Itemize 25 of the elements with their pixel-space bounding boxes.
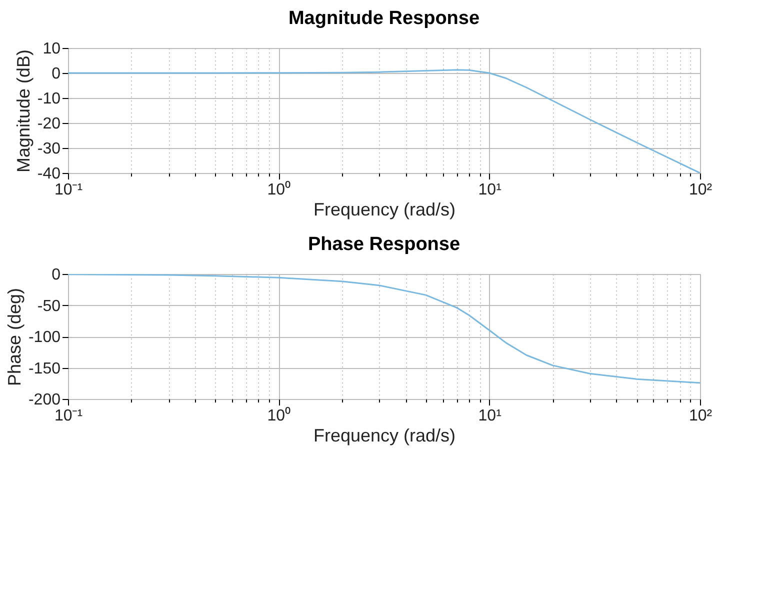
chart-title: Magnitude Response — [288, 8, 480, 29]
y-tick-label: -50 — [37, 298, 61, 315]
chart-title: Phase Response — [308, 234, 460, 255]
y-tick-label: 10 — [42, 40, 61, 58]
y-tick-label: -30 — [37, 140, 61, 158]
y-tick-label: -20 — [37, 116, 61, 132]
x-tick-label: 10⁰ — [267, 406, 292, 424]
x-tick-label: 10¹ — [478, 182, 502, 198]
x-tick-label: 10⁻¹ — [54, 182, 83, 198]
x-tick-label: 10⁰ — [267, 180, 292, 198]
y-tick-label: 0 — [52, 66, 61, 82]
y-tick-label: -150 — [28, 360, 61, 378]
y-tick-label: -200 — [28, 392, 61, 408]
x-axis-title: Frequency (rad/s) — [313, 200, 456, 220]
x-axis-title: Frequency (rad/s) — [313, 426, 456, 446]
x-tick-label: 10² — [688, 408, 713, 424]
y-axis-title: Phase (deg) — [4, 288, 24, 386]
y-tick-label: -10 — [37, 90, 61, 108]
x-tick-label: 10⁻¹ — [54, 408, 83, 424]
x-tick-label: 10² — [688, 182, 713, 198]
y-axis-title: Magnitude (dB) — [13, 49, 34, 173]
y-tick-label: -40 — [37, 166, 61, 182]
x-tick-label: 10¹ — [478, 408, 502, 424]
y-tick-label: 0 — [52, 266, 61, 284]
y-tick-label: -100 — [28, 329, 61, 346]
